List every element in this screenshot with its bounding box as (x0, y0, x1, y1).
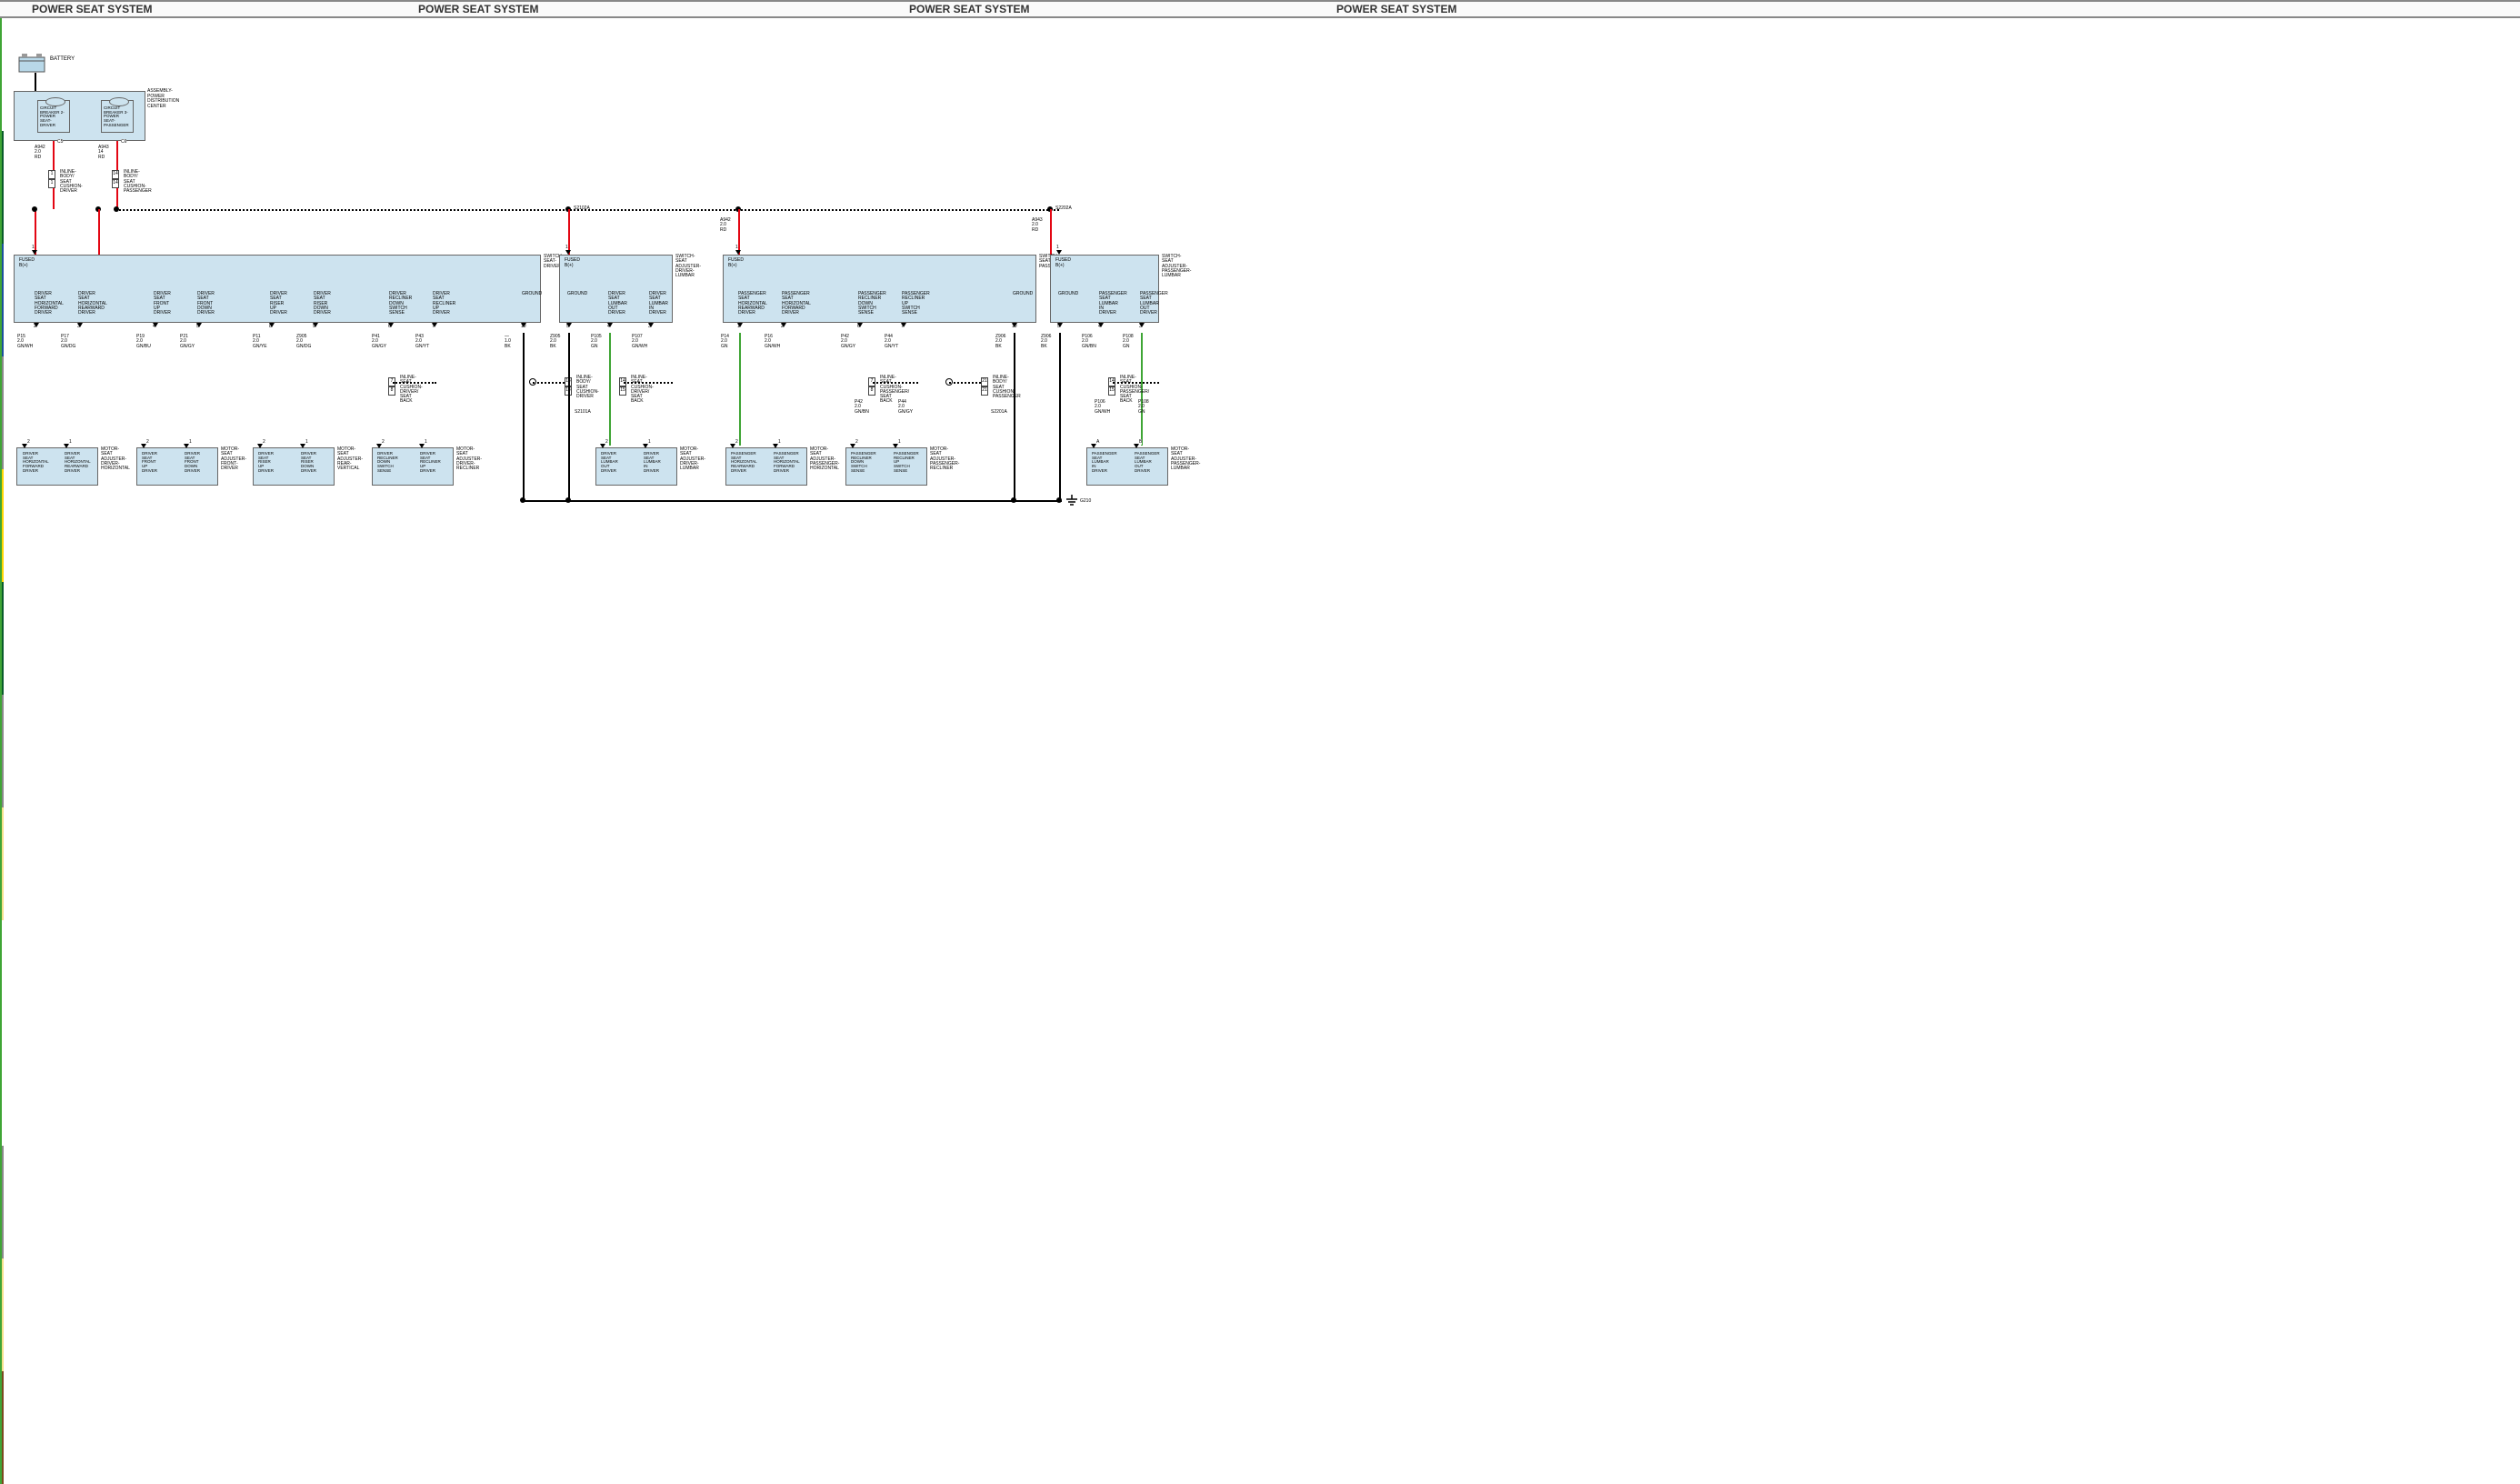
battery-label: BATTERY (50, 56, 75, 62)
motor-box: PASSENGERRECLINERDOWNSWITCHSENSEPASSENGE… (845, 447, 927, 486)
page-title: POWER SEAT SYSTEM (32, 3, 152, 15)
battery-icon (18, 50, 45, 73)
motor-box: DRIVERRECLINERDOWNSWITCHSENSEDRIVERSEATR… (372, 447, 454, 486)
circuit-breaker: CIRCUITBREAKER 3-POWERSEAT-PASSENGER (101, 100, 134, 133)
pdc-label: ASSEMBLY-POWERDISTRIBUTIONCENTER (147, 89, 179, 109)
motor-box: DRIVERSEATLUMBAROUTDRIVERDRIVERSEATLUMBA… (595, 447, 677, 486)
page-title: POWER SEAT SYSTEM (418, 3, 538, 15)
page-title: POWER SEAT SYSTEM (1336, 3, 1456, 15)
motor-box: DRIVERSEATRISERUPDRIVERDRIVERSEATRISERDO… (253, 447, 335, 486)
motor-box: DRIVERSEATFRONTUPDRIVERDRIVERSEATFRONTDO… (136, 447, 218, 486)
motor-box: PASSENGERSEATHORIZONTALREARWARDDRIVERPAS… (725, 447, 807, 486)
page-title: POWER SEAT SYSTEM (909, 3, 1029, 15)
motor-box: PASSENGERSEATLUMBARINDRIVERPASSENGERSEAT… (1086, 447, 1168, 486)
sw_pass: PASSENGERSEATHORIZONTALREARWARDDRIVERPAS… (723, 255, 1036, 323)
pdc-box: CIRCUITBREAKER 2-POWERSEAT-DRIVER CIRCUIT… (14, 91, 145, 141)
sw_driver: DRIVERSEATHORIZONTALFORWARDDRIVERDRIVERS… (14, 255, 541, 323)
circuit-breaker: CIRCUITBREAKER 2-POWERSEAT-DRIVER (37, 100, 70, 133)
motor-box: DRIVERSEATHORIZONTALFORWARDDRIVERDRIVERS… (16, 447, 98, 486)
